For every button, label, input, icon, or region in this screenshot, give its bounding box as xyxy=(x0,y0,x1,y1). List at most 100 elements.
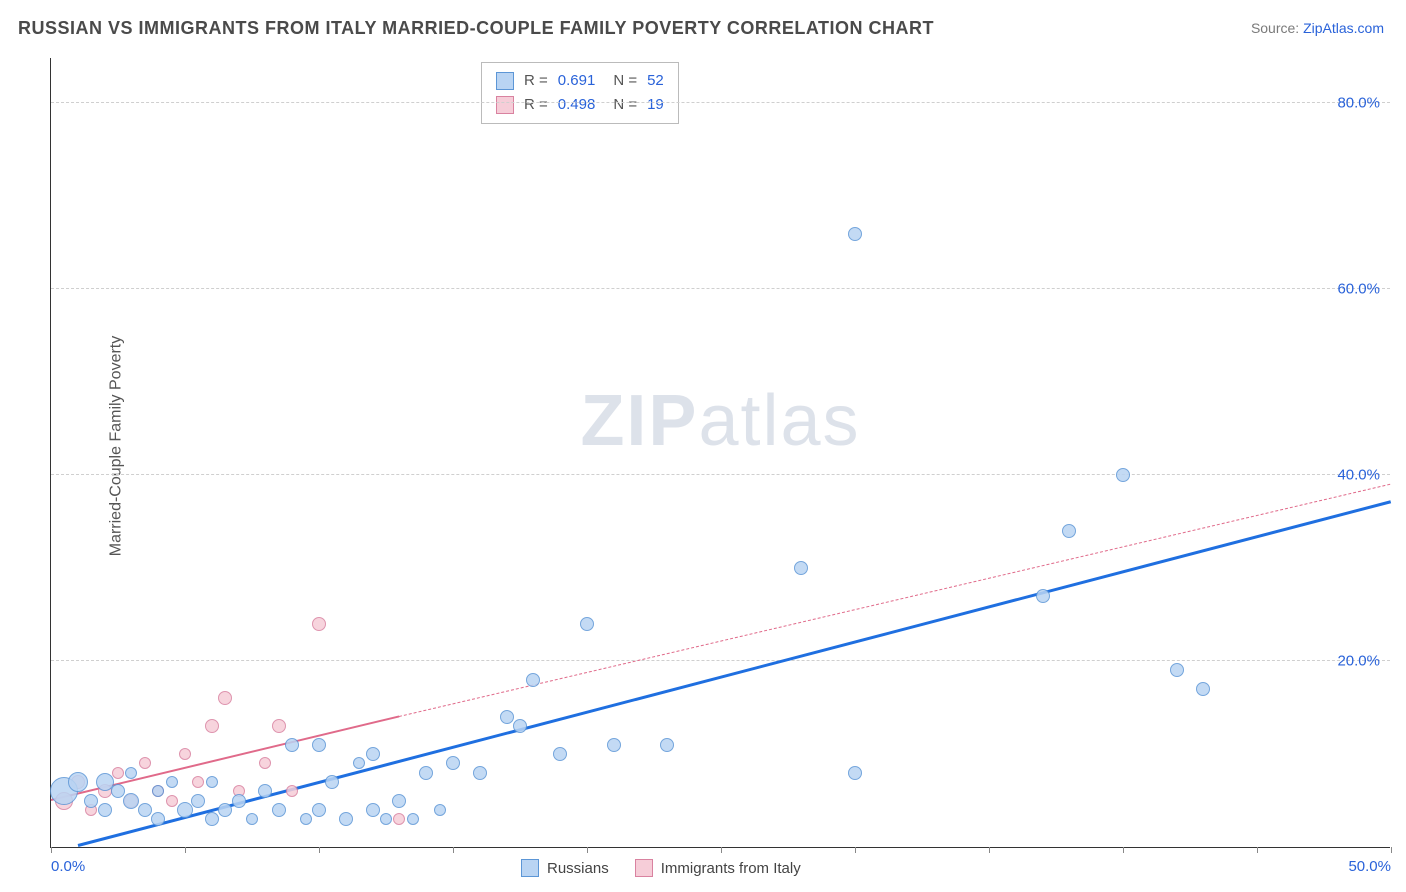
data-point-russians xyxy=(366,747,380,761)
data-point-russians xyxy=(513,719,527,733)
x-tick-mark xyxy=(453,847,454,853)
watermark: ZIPatlas xyxy=(580,380,860,462)
trend-line xyxy=(399,484,1391,717)
data-point-italy xyxy=(272,719,286,733)
data-point-italy xyxy=(139,757,151,769)
data-point-italy xyxy=(179,748,191,760)
data-point-russians xyxy=(500,710,514,724)
data-point-italy xyxy=(192,776,204,788)
series-legend: Russians Immigrants from Italy xyxy=(521,859,801,877)
data-point-russians xyxy=(123,793,139,809)
swatch-russians xyxy=(496,72,514,90)
data-point-russians xyxy=(111,784,125,798)
data-point-italy xyxy=(218,691,232,705)
n-value-italy: 19 xyxy=(647,93,664,117)
data-point-russians xyxy=(246,813,258,825)
x-tick-mark xyxy=(721,847,722,853)
data-point-russians xyxy=(151,812,165,826)
data-point-russians xyxy=(1170,663,1184,677)
data-point-russians xyxy=(553,747,567,761)
y-tick-label: 60.0% xyxy=(1337,281,1380,298)
data-point-russians xyxy=(232,794,246,808)
n-label: N = xyxy=(613,93,637,117)
legend-row-russians: R = 0.691 N = 52 xyxy=(496,69,664,93)
r-label: R = xyxy=(524,69,548,93)
data-point-russians xyxy=(84,794,98,808)
data-point-russians xyxy=(380,813,392,825)
data-point-russians xyxy=(205,812,219,826)
x-tick-mark xyxy=(989,847,990,853)
data-point-russians xyxy=(325,775,339,789)
r-value-italy: 0.498 xyxy=(558,93,596,117)
data-point-russians xyxy=(177,802,193,818)
swatch-italy xyxy=(635,859,653,877)
y-tick-label: 80.0% xyxy=(1337,95,1380,112)
x-tick-mark xyxy=(319,847,320,853)
data-point-russians xyxy=(152,785,164,797)
n-value-russians: 52 xyxy=(647,69,664,93)
legend-label-russians: Russians xyxy=(547,860,609,877)
data-point-russians xyxy=(660,738,674,752)
legend-item-russians: Russians xyxy=(521,859,609,877)
gridline xyxy=(51,288,1390,289)
data-point-russians xyxy=(125,767,137,779)
x-tick-mark xyxy=(51,847,52,853)
watermark-zip: ZIP xyxy=(580,381,698,461)
plot-area: ZIPatlas R = 0.691 N = 52 R = 0.498 N = … xyxy=(50,58,1390,848)
data-point-italy xyxy=(166,795,178,807)
data-point-russians xyxy=(312,738,326,752)
source-credit: Source: ZipAtlas.com xyxy=(1251,20,1384,36)
data-point-russians xyxy=(526,673,540,687)
x-tick-label: 50.0% xyxy=(1348,858,1391,875)
data-point-russians xyxy=(98,803,112,817)
correlation-legend: R = 0.691 N = 52 R = 0.498 N = 19 xyxy=(481,62,679,124)
watermark-atlas: atlas xyxy=(698,381,860,461)
legend-label-italy: Immigrants from Italy xyxy=(661,860,801,877)
data-point-russians xyxy=(285,738,299,752)
data-point-russians xyxy=(607,738,621,752)
data-point-russians xyxy=(191,794,205,808)
y-tick-label: 40.0% xyxy=(1337,467,1380,484)
data-point-russians xyxy=(848,227,862,241)
data-point-russians xyxy=(218,803,232,817)
data-point-russians xyxy=(166,776,178,788)
data-point-russians xyxy=(434,804,446,816)
data-point-russians xyxy=(366,803,380,817)
legend-row-italy: R = 0.498 N = 19 xyxy=(496,93,664,117)
swatch-russians xyxy=(521,859,539,877)
data-point-russians xyxy=(68,772,88,792)
data-point-russians xyxy=(1036,589,1050,603)
r-value-russians: 0.691 xyxy=(558,69,596,93)
data-point-russians xyxy=(258,784,272,798)
gridline xyxy=(51,660,1390,661)
swatch-italy xyxy=(496,96,514,114)
x-tick-mark xyxy=(587,847,588,853)
r-label: R = xyxy=(524,93,548,117)
chart-container: RUSSIAN VS IMMIGRANTS FROM ITALY MARRIED… xyxy=(0,0,1406,892)
gridline xyxy=(51,474,1390,475)
data-point-italy xyxy=(312,617,326,631)
data-point-italy xyxy=(205,719,219,733)
legend-item-italy: Immigrants from Italy xyxy=(635,859,801,877)
data-point-russians xyxy=(392,794,406,808)
data-point-russians xyxy=(300,813,312,825)
data-point-italy xyxy=(259,757,271,769)
data-point-russians xyxy=(848,766,862,780)
gridline xyxy=(51,102,1390,103)
x-tick-mark xyxy=(1123,847,1124,853)
data-point-russians xyxy=(1116,468,1130,482)
source-link[interactable]: ZipAtlas.com xyxy=(1303,20,1384,36)
trend-line xyxy=(77,500,1391,847)
chart-title: RUSSIAN VS IMMIGRANTS FROM ITALY MARRIED… xyxy=(18,18,934,39)
x-tick-mark xyxy=(185,847,186,853)
data-point-russians xyxy=(1062,524,1076,538)
data-point-russians xyxy=(206,776,218,788)
data-point-russians xyxy=(272,803,286,817)
data-point-russians xyxy=(339,812,353,826)
x-tick-mark xyxy=(1257,847,1258,853)
data-point-russians xyxy=(419,766,433,780)
n-label: N = xyxy=(613,69,637,93)
data-point-russians xyxy=(138,803,152,817)
x-tick-mark xyxy=(855,847,856,853)
y-tick-label: 20.0% xyxy=(1337,653,1380,670)
